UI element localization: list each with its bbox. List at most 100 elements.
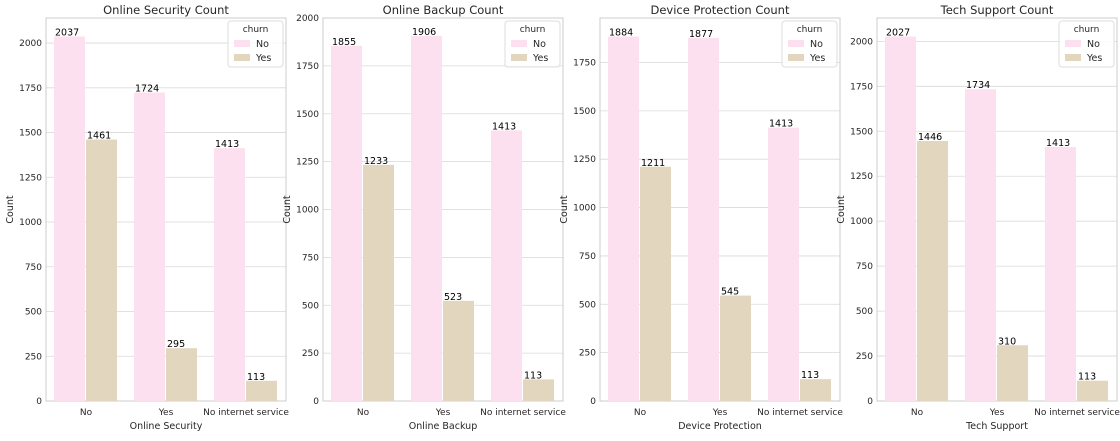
- legend: churn No Yes: [1058, 20, 1115, 68]
- bar-value-label: 113: [247, 372, 265, 383]
- chart-panel-2: 0 250 500 750 1000 1250 1500 1750 2000 1855 1233 No…: [282, 3, 566, 432]
- bar-value-label: 113: [524, 370, 542, 381]
- legend-swatch-yes: [234, 54, 250, 61]
- legend-label: No: [810, 39, 823, 50]
- y-tick-label: 2000: [19, 39, 42, 49]
- y-tick-label: 750: [302, 253, 319, 263]
- y-tick-label: 1750: [573, 58, 596, 68]
- bar-value-label: 310: [998, 336, 1016, 347]
- bar-value-label: 1855: [332, 37, 356, 48]
- y-tick-label: 250: [856, 352, 873, 362]
- x-tick-label: Yes: [989, 408, 1005, 418]
- legend-swatch-no: [788, 40, 804, 47]
- bar-value-label: 1884: [609, 28, 633, 39]
- legend-label: No: [533, 39, 546, 50]
- legend: churn No Yes: [781, 20, 838, 68]
- bar-value-label: 1413: [769, 119, 793, 130]
- legend-swatch-no: [234, 40, 250, 47]
- legend-swatch-yes: [1065, 54, 1081, 61]
- y-tick-label: 1000: [296, 206, 319, 216]
- y-tick-label: 0: [590, 397, 596, 407]
- bar-yes: [800, 379, 831, 401]
- y-tick-label: 0: [36, 397, 42, 407]
- x-axis-label: Tech Support: [965, 421, 1028, 432]
- y-tick-label: 1750: [850, 82, 873, 92]
- y-axis-label: Count: [5, 195, 16, 223]
- y-tick-label: 1250: [850, 172, 873, 182]
- bar-yes: [363, 164, 394, 401]
- bar-value-label: 1724: [135, 83, 159, 94]
- y-tick-label: 1000: [573, 204, 596, 214]
- legend-label: Yes: [1086, 53, 1102, 64]
- bar-value-label: 113: [801, 370, 819, 381]
- bar-value-label: 1211: [641, 158, 665, 169]
- bar-value-label: 1446: [918, 132, 942, 143]
- legend-title: churn: [797, 25, 823, 35]
- legend-title: churn: [1074, 25, 1100, 35]
- x-tick-label: Yes: [158, 408, 174, 418]
- bar-no: [134, 92, 165, 402]
- y-tick-label: 2000: [850, 37, 873, 47]
- bar-yes: [997, 345, 1028, 401]
- bar-value-label: 1906: [412, 27, 436, 38]
- y-tick-label: 1250: [573, 155, 596, 165]
- bar-yes: [246, 380, 277, 401]
- bar-yes: [86, 139, 117, 401]
- bar-value-label: 1461: [87, 131, 111, 142]
- bar-yes: [640, 166, 671, 401]
- bar-value-label: 545: [721, 287, 739, 298]
- legend-swatch-yes: [511, 54, 527, 61]
- x-axis-label: Device Protection: [678, 421, 762, 432]
- legend-title: churn: [243, 25, 269, 35]
- y-tick-label: 1500: [19, 129, 42, 139]
- bar-value-label: 1413: [215, 139, 239, 150]
- y-tick-label: 250: [579, 349, 596, 359]
- bar-yes: [917, 140, 948, 401]
- y-tick-label: 250: [302, 349, 319, 359]
- y-tick-label: 750: [579, 252, 596, 262]
- bar-value-label: 2027: [886, 28, 910, 39]
- bar-yes: [1077, 380, 1108, 401]
- y-tick-label: 500: [856, 307, 873, 317]
- y-tick-label: 1500: [850, 127, 873, 137]
- x-tick-label: Yes: [435, 408, 451, 418]
- x-tick-label: No: [80, 408, 93, 418]
- y-tick-label: 500: [25, 308, 42, 318]
- legend-swatch-no: [1065, 40, 1081, 47]
- y-tick-label: 2000: [296, 14, 319, 24]
- y-tick-label: 1000: [850, 217, 873, 227]
- bar-value-label: 2037: [55, 27, 79, 38]
- y-tick-label: 1250: [19, 173, 42, 183]
- y-axis-label: Count: [559, 195, 570, 223]
- y-tick-label: 1250: [296, 158, 319, 168]
- bar-no: [1045, 146, 1076, 401]
- bar-value-label: 1233: [364, 156, 388, 167]
- bar-no: [54, 36, 85, 401]
- y-axis-label: Count: [836, 195, 847, 223]
- legend: churn No Yes: [504, 20, 561, 68]
- x-tick-label: No internet service: [203, 408, 289, 418]
- bar-no: [331, 45, 362, 402]
- legend-label: No: [1087, 39, 1100, 50]
- legend: churn No Yes: [227, 20, 284, 68]
- bar-value-label: 295: [167, 339, 185, 350]
- y-axis-label: Count: [282, 195, 293, 223]
- chart-title: Online Security Count: [103, 3, 229, 17]
- x-tick-label: No: [634, 408, 647, 418]
- x-axis-label: Online Security: [130, 421, 203, 432]
- legend-label: Yes: [532, 53, 548, 64]
- bar-no: [768, 127, 799, 401]
- legend-swatch-yes: [788, 54, 804, 61]
- legend-title: churn: [520, 25, 546, 35]
- x-tick-label: No: [911, 408, 924, 418]
- legend-swatch-no: [511, 40, 527, 47]
- y-tick-label: 500: [302, 301, 319, 311]
- y-tick-label: 1500: [573, 107, 596, 117]
- bar-yes: [720, 295, 751, 401]
- bar-no: [491, 130, 522, 401]
- chart-title: Online Backup Count: [383, 3, 504, 17]
- legend-label: Yes: [255, 53, 271, 64]
- bar-value-label: 523: [444, 292, 462, 303]
